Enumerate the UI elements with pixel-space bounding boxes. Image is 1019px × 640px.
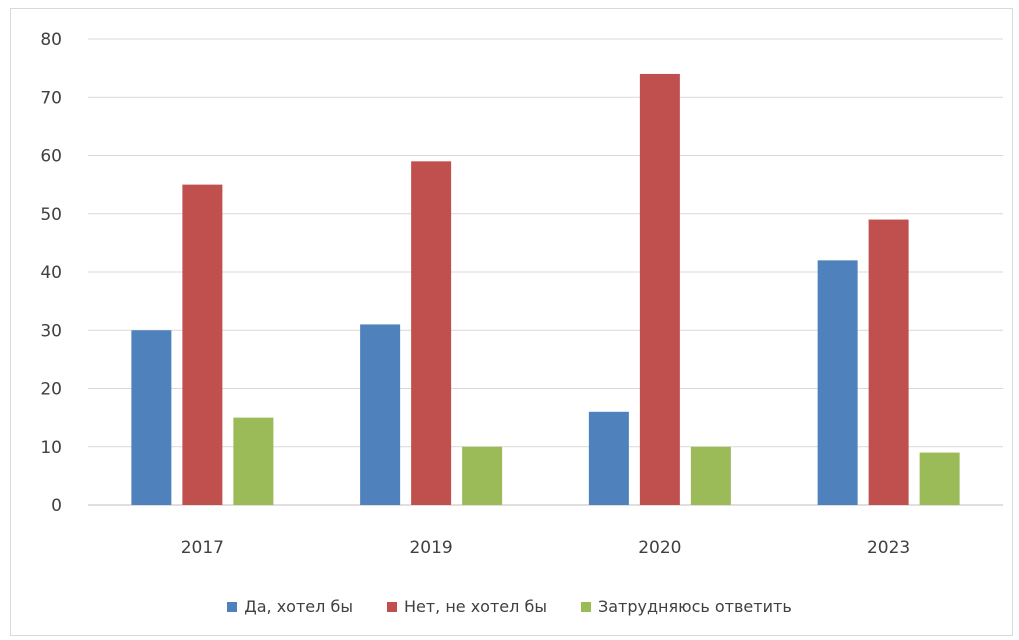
x-tick-label: 2020 xyxy=(638,538,681,558)
bar-2017-series-2 xyxy=(182,184,223,505)
y-tick-label: 80 xyxy=(40,30,62,50)
bar-2019-series-2 xyxy=(411,161,452,505)
legend-label-series-3: Затрудняюсь ответить xyxy=(597,597,792,616)
bar-2023-series-3 xyxy=(919,452,960,505)
bar-2020-series-2 xyxy=(639,73,680,505)
legend-swatch-series-1 xyxy=(227,601,238,612)
legend-item-series-3: Затрудняюсь ответить xyxy=(580,597,792,616)
legend-label-series-2: Нет, не хотел бы xyxy=(403,597,547,616)
y-axis-tick-labels: 0 10 20 30 40 50 60 70 80 xyxy=(40,30,62,516)
x-tick-label: 2017 xyxy=(181,538,224,558)
y-tick-label: 70 xyxy=(40,88,62,108)
bars xyxy=(131,73,960,505)
bar-2023-series-2 xyxy=(868,219,909,505)
legend-swatch-series-3 xyxy=(580,601,591,612)
x-tick-label: 2019 xyxy=(409,538,452,558)
bar-2023-series-1 xyxy=(817,260,858,505)
legend-item-series-2: Нет, не хотел бы xyxy=(386,597,547,616)
x-tick-label: 2023 xyxy=(867,538,910,558)
x-axis-tick-labels: 2017 2019 2020 2023 xyxy=(181,538,911,558)
bar-2019-series-3 xyxy=(462,446,503,505)
y-tick-label: 10 xyxy=(40,438,62,458)
bar-2020-series-1 xyxy=(588,411,629,505)
bar-2019-series-1 xyxy=(360,324,401,505)
legend: Да, хотел бы Нет, не хотел бы Затрудняюс… xyxy=(0,597,1019,616)
y-tick-label: 40 xyxy=(40,263,62,283)
bar-2017-series-1 xyxy=(131,330,172,505)
gridlines xyxy=(88,38,1003,506)
legend-swatch-series-2 xyxy=(386,601,397,612)
y-tick-label: 0 xyxy=(51,496,62,516)
legend-label-series-1: Да, хотел бы xyxy=(244,597,353,616)
y-tick-label: 60 xyxy=(40,147,62,167)
legend-item-series-1: Да, хотел бы xyxy=(227,597,353,616)
y-tick-label: 20 xyxy=(40,380,62,400)
y-tick-label: 30 xyxy=(40,321,62,341)
bar-2017-series-3 xyxy=(233,417,274,505)
y-tick-label: 50 xyxy=(40,205,62,225)
bar-2020-series-3 xyxy=(690,446,731,505)
